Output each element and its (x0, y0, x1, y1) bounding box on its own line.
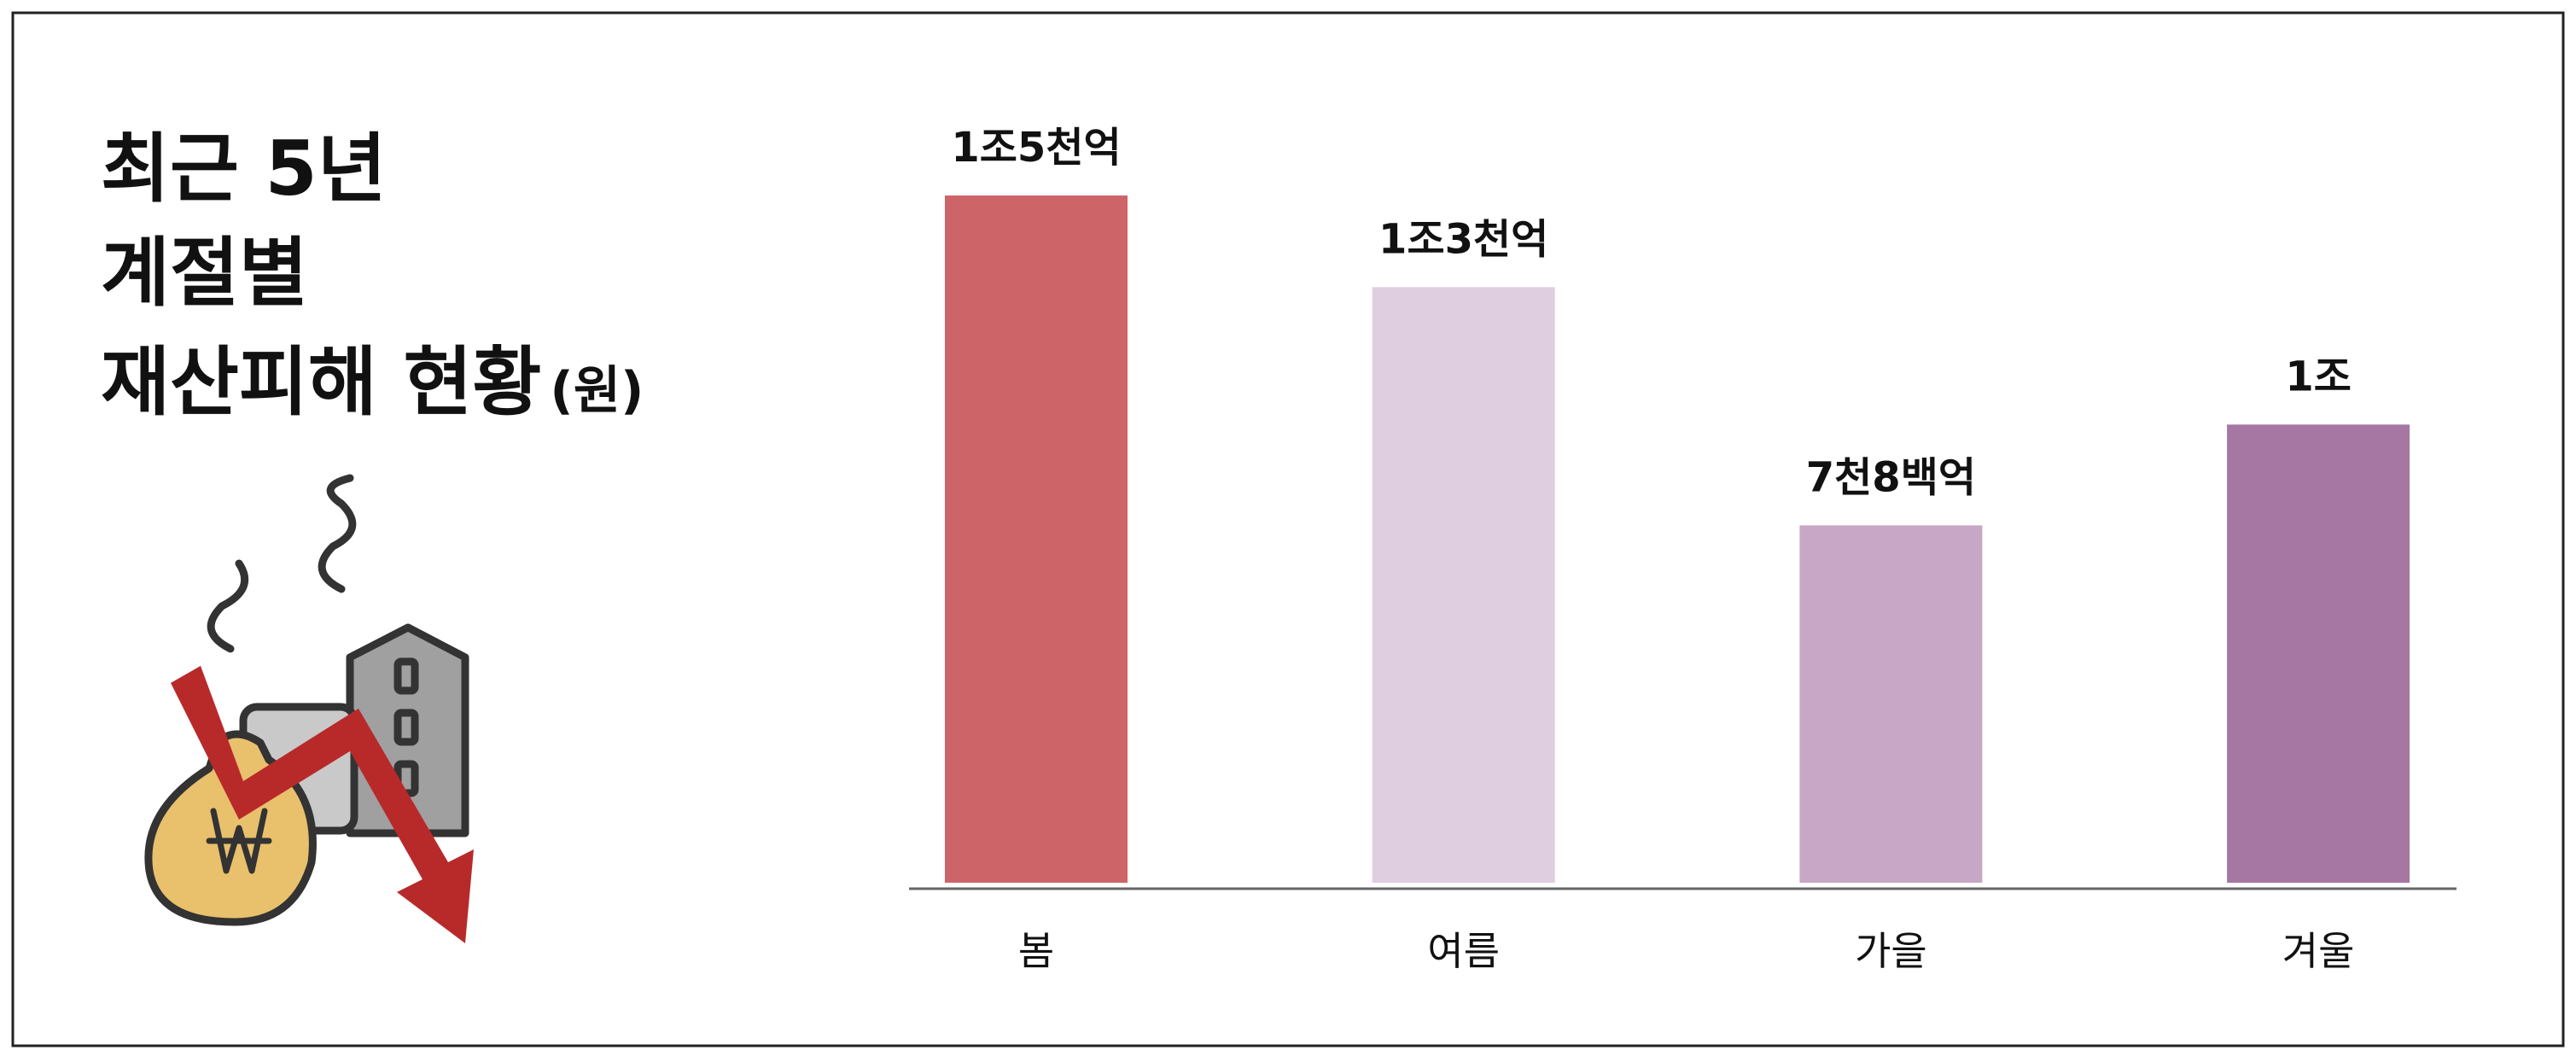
x-tick-label: 봄 (1018, 928, 1054, 974)
value-label: 7천8백억 (1806, 453, 1976, 501)
x-tick-label: 여름 (1427, 928, 1500, 974)
value-label: 1조3천억 (1378, 215, 1548, 263)
title-line: 재산피해 현황 (원) (101, 338, 644, 426)
smoke (207, 474, 357, 653)
won-sign (206, 808, 272, 874)
x-tick-label: 가을 (1855, 928, 1927, 974)
bar (1372, 287, 1555, 883)
down-arrow (171, 666, 474, 943)
window (393, 709, 419, 746)
frame (11, 11, 2565, 1047)
value-label: 1조5천억 (951, 124, 1121, 172)
title-line: 계절별 (101, 229, 308, 317)
bar (2227, 424, 2410, 883)
value-label: 1조 (2285, 353, 2352, 400)
x-tick-label: 겨울 (2282, 928, 2355, 974)
window (393, 657, 419, 695)
bar (1799, 525, 1983, 883)
title-line: 최근 5년 (101, 125, 387, 213)
bar (945, 195, 1128, 883)
title-unit: (원) (550, 361, 644, 421)
title-line-text: 재산피해 현황 (101, 338, 541, 426)
